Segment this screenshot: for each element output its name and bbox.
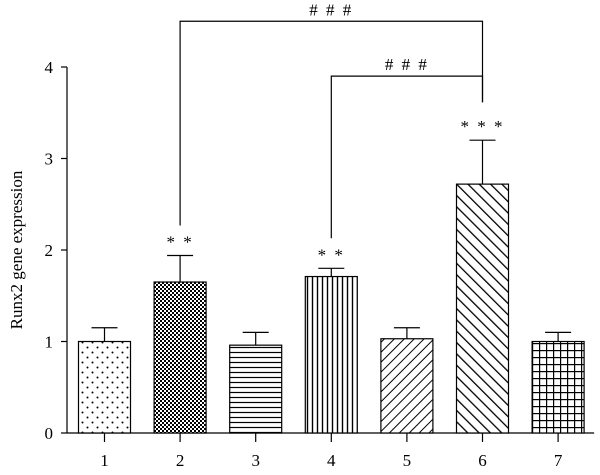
y-tick-label: 0 [45, 424, 54, 443]
x-tick-label: 1 [100, 451, 109, 470]
comparison-label: # # # [309, 0, 353, 19]
x-tick-label: 7 [554, 451, 563, 470]
bar-5 [380, 338, 434, 434]
bar-2 [153, 281, 207, 434]
bar-6 [455, 183, 510, 434]
y-tick-label: 1 [45, 333, 54, 352]
y-tick-label: 2 [45, 241, 54, 260]
x-tick-label: 5 [403, 451, 412, 470]
y-tick-label: 4 [45, 58, 54, 77]
comparison-label: # # # [385, 55, 429, 74]
comparison-bracket [330, 75, 484, 239]
x-tick-label: 3 [251, 451, 260, 470]
x-tick-label: 6 [478, 451, 487, 470]
significance-label: * * [166, 232, 193, 251]
x-tick-label: 2 [176, 451, 185, 470]
bar-7 [531, 340, 585, 434]
bars [77, 139, 585, 434]
x-tick-label: 4 [327, 451, 336, 470]
bar-4 [304, 275, 358, 434]
y-axis-title: Runx2 gene expression [7, 170, 26, 329]
significance-label: * * [318, 245, 345, 264]
bar-1 [77, 340, 132, 434]
comparison-bracket [179, 20, 484, 226]
significance-label: * * * [461, 117, 505, 136]
bar-3 [229, 344, 283, 434]
annotations: * * * * * * * # # # # # # [166, 0, 505, 264]
y-tick-label: 3 [45, 150, 54, 169]
